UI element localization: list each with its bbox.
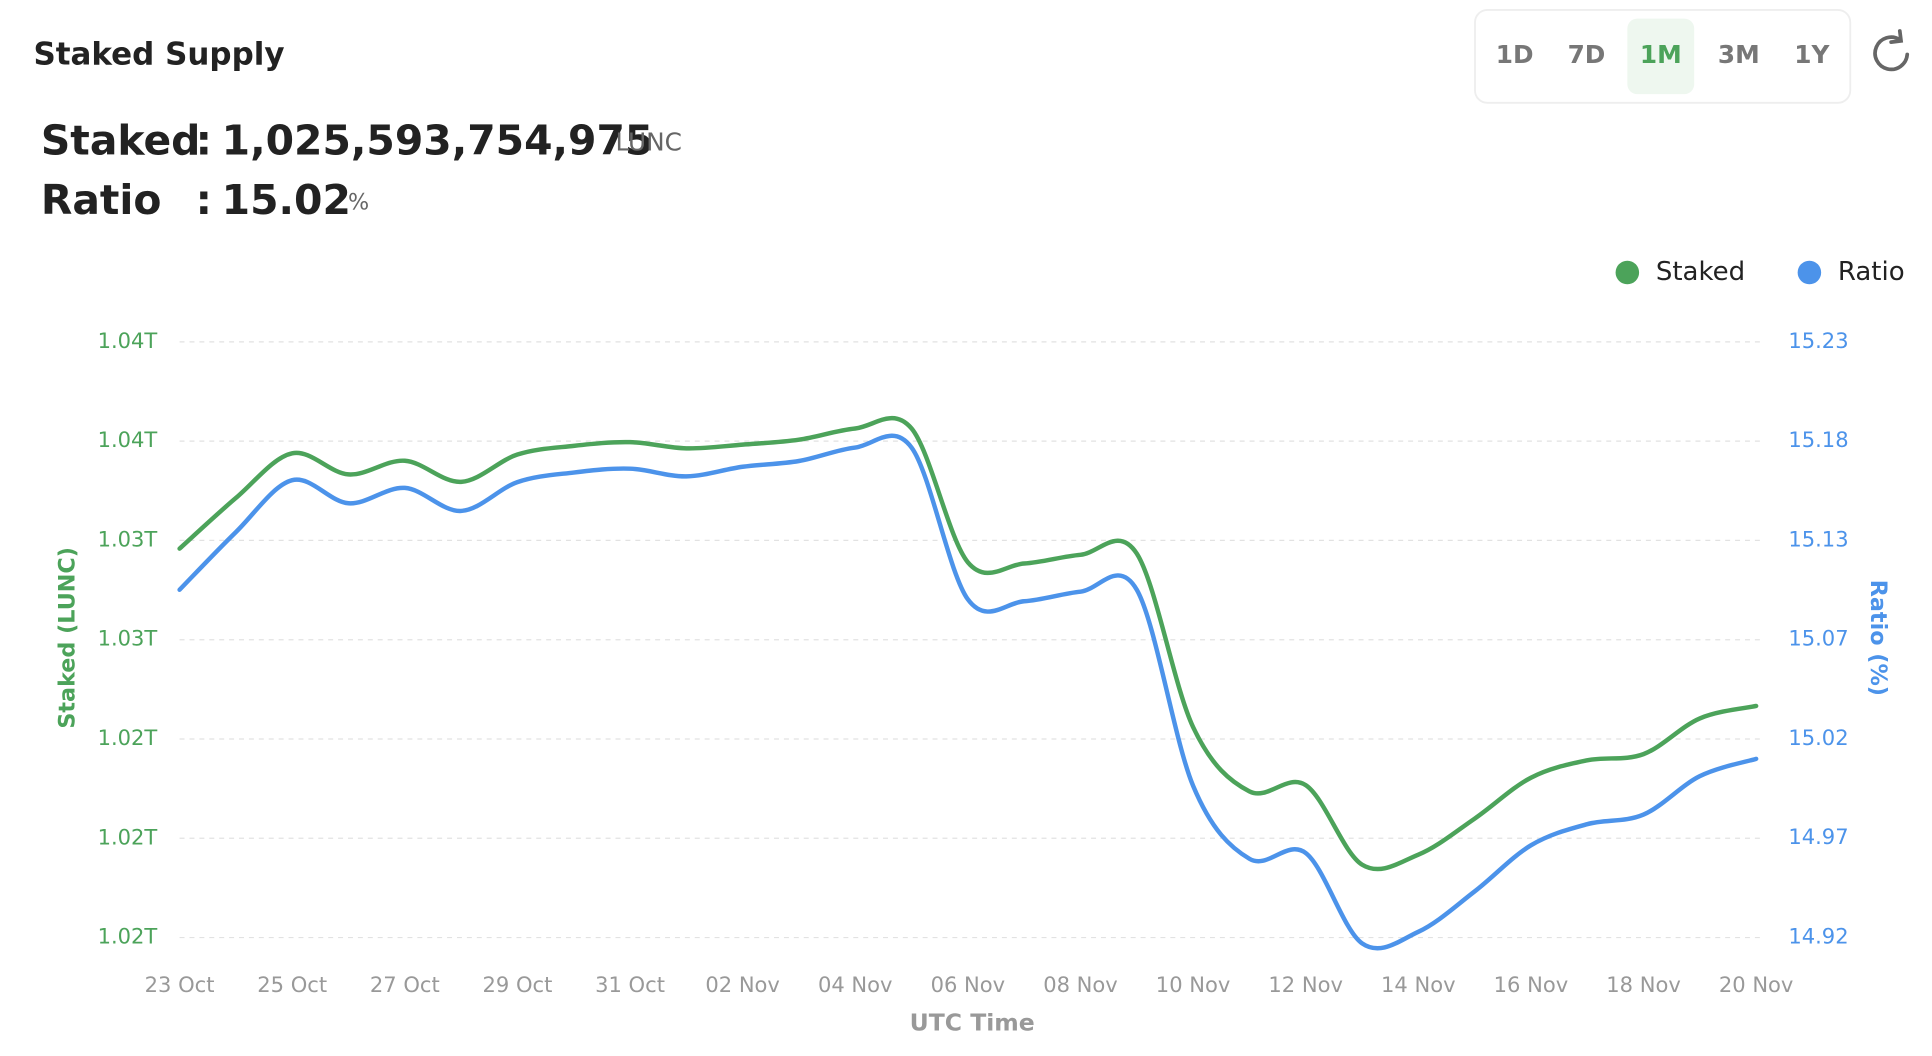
legend-swatch	[1797, 260, 1822, 285]
y-tick-label: 1.02T	[98, 924, 158, 949]
x-tick-label: 14 Nov	[1381, 972, 1456, 997]
line-ratio	[177, 433, 1759, 951]
x-tick-label: 02 Nov	[705, 972, 780, 997]
separator: :	[196, 176, 212, 224]
refresh-arc	[1873, 35, 1910, 72]
y2-tick-label: 15.02	[1788, 725, 1848, 750]
y2-tick-label: 15.18	[1788, 427, 1848, 452]
x-tick-label: 16 Nov	[1494, 972, 1569, 997]
y-axis-label: Staked (LUNC)	[55, 547, 81, 729]
range-buttons: 1D 7D 1M 3M 1Y	[1496, 18, 1831, 95]
range-active-bg	[1627, 18, 1695, 95]
refresh-arrow	[1889, 29, 1904, 45]
y2-tick-label: 15.07	[1788, 626, 1848, 651]
range-button[interactable]: 7D	[1568, 40, 1606, 69]
y-tick-label: 1.03T	[98, 526, 158, 551]
y2-axis-label: Ratio (%)	[1865, 580, 1891, 696]
ratio-label: Ratio	[41, 176, 162, 224]
y2-tick-label: 15.23	[1788, 328, 1848, 353]
ratio-value: 15.02	[222, 176, 351, 224]
x-tick-label: 08 Nov	[1043, 972, 1118, 997]
range-button[interactable]: 1Y	[1794, 40, 1830, 69]
range-button[interactable]: 3M	[1718, 40, 1760, 69]
legend-label: Ratio	[1838, 257, 1905, 287]
x-tick-label: 06 Nov	[931, 972, 1006, 997]
separator: :	[196, 117, 212, 165]
x-tick-label: 10 Nov	[1156, 972, 1231, 997]
staked-unit: LUNC	[616, 128, 682, 157]
x-tick-label: 12 Nov	[1268, 972, 1343, 997]
range-button[interactable]: 1M	[1640, 40, 1682, 69]
x-tick-label: 04 Nov	[818, 972, 893, 997]
y2-tick-label: 14.97	[1788, 824, 1848, 849]
y2-tick-label: 15.13	[1788, 526, 1848, 551]
x-tick-label: 20 Nov	[1719, 972, 1794, 997]
x-tick-label: 18 Nov	[1606, 972, 1681, 997]
ratio-unit: %	[348, 190, 369, 216]
y-tick-label: 1.04T	[98, 427, 158, 452]
range-button[interactable]: 1D	[1496, 40, 1534, 69]
x-tick-label: 31 Oct	[595, 972, 665, 997]
y-tick-label: 1.02T	[98, 824, 158, 849]
x-tick-label: 27 Oct	[370, 972, 440, 997]
y-tick-label: 1.02T	[98, 725, 158, 750]
x-tick-label: 25 Oct	[257, 972, 327, 997]
refresh-button[interactable]	[1873, 29, 1910, 72]
line-staked	[177, 415, 1759, 872]
y2-tick-label: 14.92	[1788, 924, 1848, 949]
y-tick-label: 1.04T	[98, 328, 158, 353]
staked-label: Staked	[41, 117, 201, 165]
y-tick-label: 1.03T	[98, 626, 158, 651]
x-tick-label: 23 Oct	[145, 972, 215, 997]
legend-swatch	[1615, 260, 1640, 285]
x-tick-label: 29 Oct	[482, 972, 552, 997]
title: Staked Supply	[33, 36, 284, 72]
staked-value: 1,025,593,754,975	[222, 117, 654, 165]
legend-label: Staked	[1656, 257, 1745, 287]
x-axis-label: UTC Time	[910, 1009, 1035, 1037]
